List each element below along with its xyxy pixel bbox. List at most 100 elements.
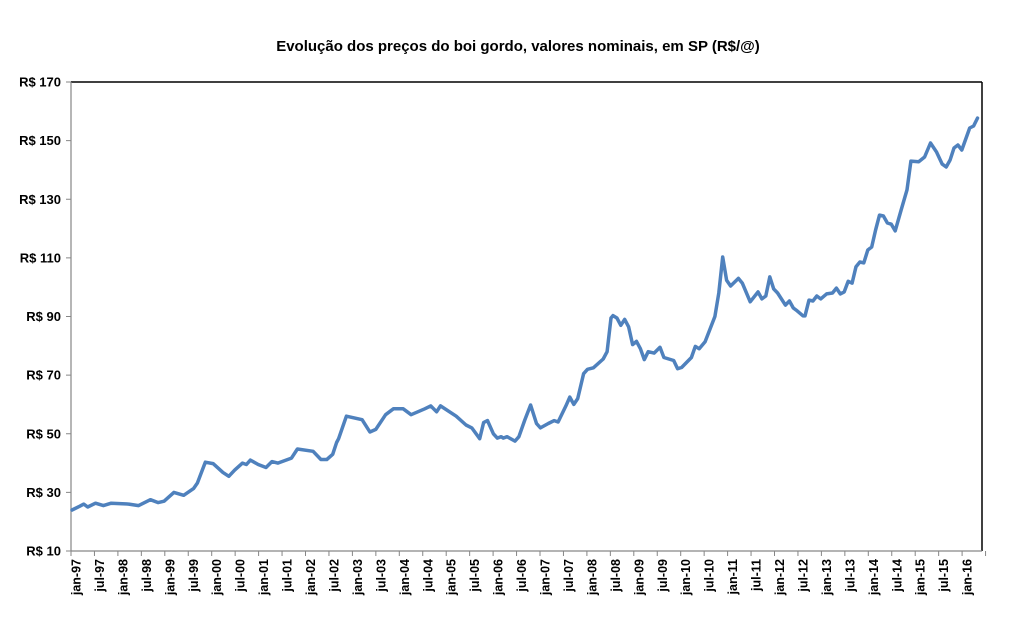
data-point [694,345,697,348]
x-tick-label: jan-01 [257,559,271,596]
data-point [392,408,395,410]
x-tick-label: jul-09 [656,559,670,593]
data-point [953,147,955,149]
x-tick-label: jul-04 [421,559,435,593]
data-point [749,301,751,303]
data-point [890,223,893,225]
data-point [296,448,299,450]
chart-title: Evolução dos preços do boi gordo, valore… [276,38,760,55]
x-tick-label: jul-06 [515,559,529,593]
data-point [337,437,340,440]
data-point [71,509,73,511]
data-point [653,352,655,354]
data-point [233,469,236,471]
data-point [802,315,804,317]
data-point [910,160,912,162]
x-tick-label: jul-14 [890,559,904,593]
data-point [855,265,857,268]
data-point [137,504,140,507]
data-point [326,458,328,461]
data-point [439,405,442,407]
x-tick-label: jan-98 [116,559,130,596]
data-point [312,450,314,453]
data-point [623,318,626,321]
data-point [79,505,81,508]
data-point [704,340,706,343]
data-point [957,144,959,146]
x-tick-label: jan-08 [585,559,599,596]
data-point [345,415,348,418]
data-point [606,350,608,353]
x-tick-label: jan-13 [820,559,834,596]
x-tick-label: jul-02 [327,559,341,593]
x-tick-label: jul-12 [796,559,810,593]
data-point [569,396,571,398]
data-point [741,282,744,284]
data-point [808,299,810,301]
data-point [672,359,675,362]
data-point [900,209,902,211]
data-point [149,498,152,501]
data-point [825,293,828,295]
data-point [874,229,877,231]
data-point [384,413,387,416]
data-point [765,295,767,297]
data-point [612,314,614,317]
x-axis: jan-97 jul-97 jan-98 jul-98 jan-99 jul-99 jan-… [70,550,987,596]
data-point [173,491,175,494]
data-point [506,435,508,438]
data-point [882,215,885,217]
data-point [976,117,979,119]
data-point [847,280,849,283]
data-point [257,463,260,466]
x-tick-label: jan-02 [304,559,318,596]
x-tick-label: jul-13 [843,559,857,593]
data-point [86,506,89,508]
data-point [867,249,869,251]
y-tick-label: R$ 70 [26,368,61,383]
data-point [482,421,485,424]
data-point [128,503,130,505]
data-point [923,156,926,158]
y-tick-label: R$ 10 [26,544,61,559]
x-tick-label: jan-99 [163,559,177,596]
data-point [894,230,896,232]
data-point [843,291,845,293]
data-point [565,405,567,407]
x-tick-label: jul-11 [750,559,764,592]
x-tick-label: jan-04 [398,559,412,596]
data-point [602,358,604,360]
data-point [335,441,338,444]
data-point [592,367,595,369]
data-point [721,256,724,258]
data-point [729,285,732,287]
data-point [582,372,585,375]
y-tick-label: R$ 150 [19,133,61,148]
data-point [635,340,638,343]
data-point [610,317,612,319]
x-tick-label: jul-97 [93,559,107,593]
x-tick-label: jan-06 [492,559,506,596]
data-point [631,343,634,346]
data-point [804,315,806,317]
data-point [929,142,932,144]
data-point [83,503,85,505]
x-tick-label: jul-01 [281,559,295,593]
data-point [792,307,795,309]
data-point [839,293,842,295]
data-point [228,475,230,478]
data-point [524,419,526,421]
data-point [917,160,920,163]
data-point [539,427,542,429]
data-point [627,326,630,328]
data-point [320,458,322,461]
data-point [496,437,499,439]
data-point [245,463,248,466]
data-point [870,246,873,248]
data-point [547,422,550,425]
data-point [757,291,759,293]
data-point [968,127,971,129]
data-point [361,418,363,421]
data-point [816,295,818,297]
data-point [725,279,728,282]
